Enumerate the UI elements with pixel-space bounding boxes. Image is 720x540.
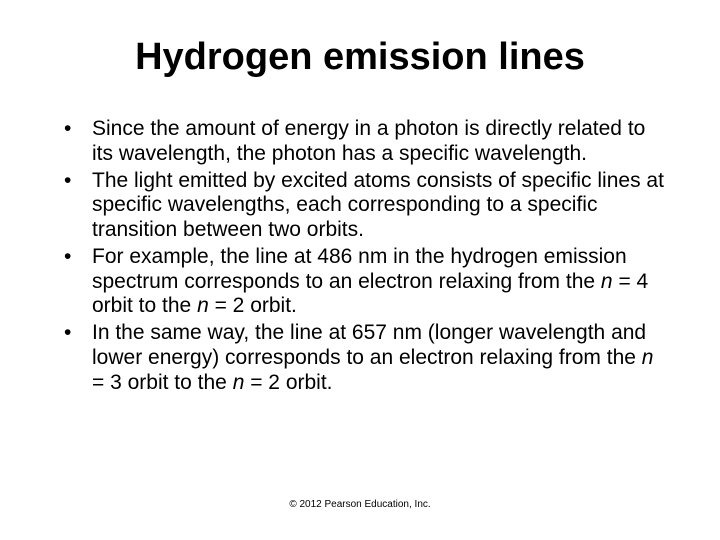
bullet-text-fragment: = 3 orbit to the: [92, 371, 233, 394]
bullet-text-fragment: n: [601, 270, 613, 293]
bullet-text-fragment: n: [233, 371, 245, 394]
bullet-text-fragment: Since the amount of energy in a photon i…: [92, 117, 645, 165]
bullet-item: The light emitted by excited atoms consi…: [60, 169, 664, 243]
bullet-text-fragment: = 2 orbit.: [244, 371, 332, 394]
bullet-list: Since the amount of energy in a photon i…: [56, 117, 664, 395]
bullet-item: Since the amount of energy in a photon i…: [60, 117, 664, 167]
bullet-text-fragment: n: [642, 346, 654, 369]
bullet-text-fragment: n: [197, 294, 209, 317]
bullet-text-fragment: = 2 orbit.: [209, 294, 297, 317]
copyright-text: © 2012 Pearson Education, Inc.: [0, 499, 720, 510]
bullet-text-fragment: For example, the line at 486 nm in the h…: [92, 245, 627, 293]
bullet-item: In the same way, the line at 657 nm (lon…: [60, 321, 664, 395]
slide-title: Hydrogen emission lines: [56, 36, 664, 79]
bullet-item: For example, the line at 486 nm in the h…: [60, 245, 664, 319]
slide: Hydrogen emission lines Since the amount…: [0, 0, 720, 540]
bullet-text-fragment: The light emitted by excited atoms consi…: [92, 169, 664, 242]
bullet-text-fragment: In the same way, the line at 657 nm (lon…: [92, 321, 646, 369]
